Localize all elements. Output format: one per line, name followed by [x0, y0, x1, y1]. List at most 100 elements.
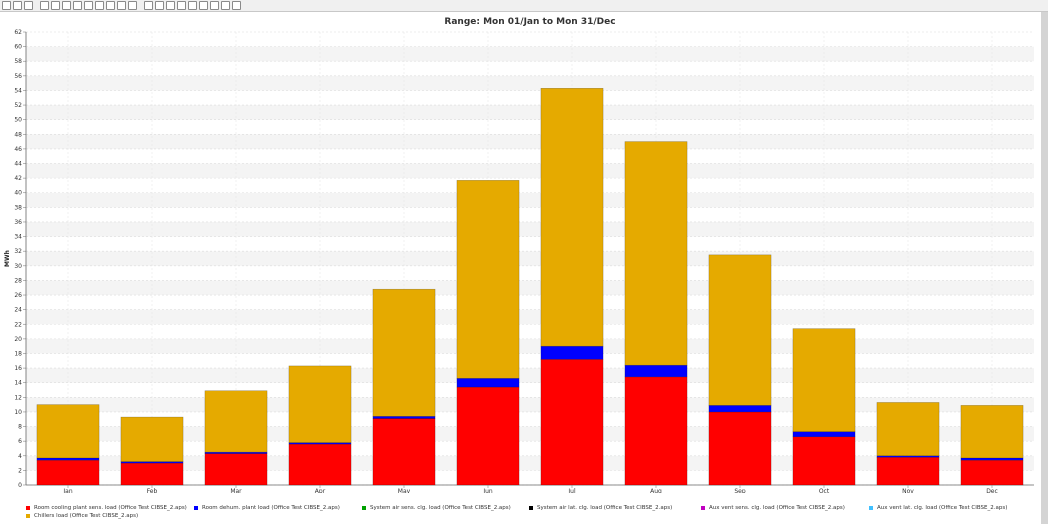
plot-band	[26, 75, 1034, 91]
y-tick-label: 6	[18, 438, 22, 445]
y-tick-label: 18	[14, 350, 22, 357]
bar-segment	[708, 405, 772, 413]
y-tick-label: 22	[14, 321, 22, 328]
legend-icon[interactable]	[221, 1, 230, 10]
plot-band	[26, 426, 1034, 442]
chart-panel: Range: Mon 01/Jan to Mon 31/Dec 0 2 4 6 8 10 12…	[0, 13, 1041, 524]
save-icon[interactable]	[2, 1, 11, 10]
axis-icon[interactable]	[84, 1, 93, 10]
y-tick-label: 24	[14, 307, 22, 314]
x-tick-label: Sep	[734, 488, 746, 493]
plot-band	[26, 368, 1034, 383]
y-tick-label: 8	[18, 424, 22, 431]
legend-swatch	[869, 506, 873, 510]
area-chart-icon[interactable]	[155, 1, 164, 10]
y-tick-label: 14	[14, 380, 22, 387]
y-tick-label: 44	[14, 161, 22, 168]
histogram-icon[interactable]	[188, 1, 197, 10]
y-tick-label: 40	[14, 190, 22, 197]
line-chart-icon[interactable]	[40, 1, 49, 10]
plot-band	[26, 134, 1034, 149]
legend-item: System air sens. clg. load (Office Test …	[362, 504, 511, 512]
plot-band	[26, 295, 1034, 310]
legend-swatch	[26, 506, 30, 510]
bar-segment	[36, 404, 100, 459]
bar-segment	[36, 457, 100, 461]
bar-segment	[708, 411, 772, 486]
plot-band	[26, 192, 1034, 208]
chart-title: Range: Mon 01/Jan to Mon 31/Dec	[444, 17, 615, 27]
stop-icon[interactable]	[106, 1, 115, 10]
plot-band	[26, 470, 1034, 485]
plot-band	[26, 324, 1034, 339]
y-tick-label: 16	[14, 365, 22, 372]
y-tick-label: 2	[18, 467, 22, 474]
x-tick-label: Nov	[902, 488, 914, 493]
legend-label: Room cooling plant sens. load (Office Te…	[34, 505, 187, 511]
bar-segment	[708, 254, 772, 406]
legend-swatch	[194, 506, 198, 510]
legend-item: Room dehum. plant load (Office Test CIBS…	[194, 504, 340, 512]
y-tick-label: 26	[14, 292, 22, 299]
plot-band	[26, 163, 1034, 179]
y-tick-label: 34	[14, 234, 22, 241]
zoom-icon[interactable]	[128, 1, 137, 10]
y-tick-label: 54	[14, 87, 22, 94]
bar-chart: Range: Mon 01/Jan to Mon 31/Dec024681012…	[4, 17, 1034, 493]
bar-segment	[792, 431, 856, 438]
stacked-chart-icon[interactable]	[166, 1, 175, 10]
sum-icon[interactable]	[95, 1, 104, 10]
legend-label: Chillers load (Office Test CIBSE_2.aps)	[34, 513, 139, 519]
bar-segment	[456, 378, 520, 388]
y-tick-label: 30	[14, 263, 22, 270]
copy-icon[interactable]	[24, 1, 33, 10]
y-tick-label: 62	[14, 29, 22, 36]
bar-segment	[540, 88, 604, 347]
x-tick-label: Jul	[567, 488, 576, 493]
plot-band	[26, 46, 1034, 62]
table-icon[interactable]	[51, 1, 60, 10]
panel-edge	[1041, 12, 1048, 524]
plot-band	[26, 207, 1034, 222]
bar-segment	[36, 459, 100, 486]
bar-segment	[288, 365, 352, 443]
legend-item: Chillers load (Office Test CIBSE_2.aps)	[26, 512, 138, 520]
legend-item: Aux vent sens. clg. load (Office Test CI…	[701, 504, 845, 512]
bar-segment	[960, 405, 1024, 459]
y-tick-label: 52	[14, 102, 22, 109]
plot-band	[26, 382, 1034, 398]
y-tick-label: 58	[14, 58, 22, 65]
y-tick-label: 32	[14, 248, 22, 255]
y-tick-label: 38	[14, 204, 22, 211]
plot-band	[26, 338, 1034, 354]
plot-band	[26, 353, 1034, 369]
x-tick-label: Apr	[315, 488, 326, 493]
bar-segment	[540, 359, 604, 486]
x-tick-label: May	[398, 488, 411, 493]
data-icon[interactable]	[62, 1, 71, 10]
settings-icon[interactable]	[232, 1, 241, 10]
bar-segment	[624, 364, 688, 378]
export-icon[interactable]	[117, 1, 126, 10]
legend-item: System air lat. clg. load (Office Test C…	[529, 504, 672, 512]
color-icon[interactable]	[210, 1, 219, 10]
bar-chart-icon[interactable]	[177, 1, 186, 10]
plot-band	[26, 221, 1034, 237]
plot-band	[26, 397, 1034, 412]
y-tick-label: 28	[14, 277, 22, 284]
bar-segment	[456, 180, 520, 379]
legend-label: System air sens. clg. load (Office Test …	[370, 505, 511, 511]
legend-label: Aux vent lat. clg. load (Office Test CIB…	[877, 505, 1008, 511]
grid-icon[interactable]	[144, 1, 153, 10]
print-icon[interactable]	[13, 1, 22, 10]
y-axis-label: MWh	[4, 250, 11, 267]
plot-band	[26, 309, 1034, 325]
bar-segment	[960, 457, 1024, 461]
y-tick-label: 4	[18, 453, 22, 460]
y-tick-label: 36	[14, 219, 22, 226]
flag-icon[interactable]	[73, 1, 82, 10]
bar-segment	[456, 386, 520, 486]
plot-band	[26, 441, 1034, 456]
pie-chart-icon[interactable]	[199, 1, 208, 10]
bar-segment	[120, 462, 184, 486]
